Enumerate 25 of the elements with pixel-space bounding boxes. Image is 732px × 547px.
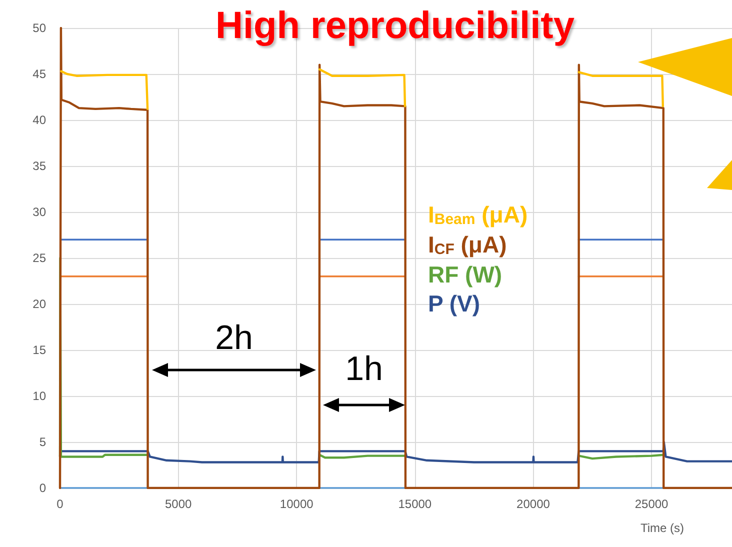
x-tick-label: 15000: [398, 497, 432, 511]
x-tick-label: 10000: [280, 497, 314, 511]
annotation: 2h: [215, 319, 253, 358]
text: RF (W): [428, 262, 502, 288]
y-tick-label: 30: [32, 205, 46, 219]
y-tick-label: 35: [32, 159, 46, 173]
y-tick-label: 0: [39, 481, 46, 495]
text: IBeam (μA): [428, 202, 528, 228]
x-tick-label: 25000: [634, 497, 669, 511]
y-tick-label: 40: [32, 113, 46, 127]
chart-title: High reproducibility: [216, 5, 574, 47]
y-tick-label: 50: [32, 21, 46, 35]
x-axis-title: Time (s): [640, 521, 684, 535]
text: P (V): [428, 290, 480, 316]
y-tick-label: 20: [32, 297, 46, 311]
series-label: ICF (μA): [428, 232, 507, 258]
y-tick-label: 5: [39, 435, 46, 449]
y-tick-label: 15: [32, 343, 46, 357]
x-tick-label: 20000: [516, 497, 550, 511]
y-tick-label: 45: [32, 67, 46, 81]
annotation: 1h: [345, 350, 383, 389]
y-tick-label: 10: [32, 389, 46, 403]
x-tick-label: 0: [56, 497, 64, 511]
x-tick-label: 5000: [164, 497, 192, 511]
y-tick-label: 25: [32, 251, 46, 265]
